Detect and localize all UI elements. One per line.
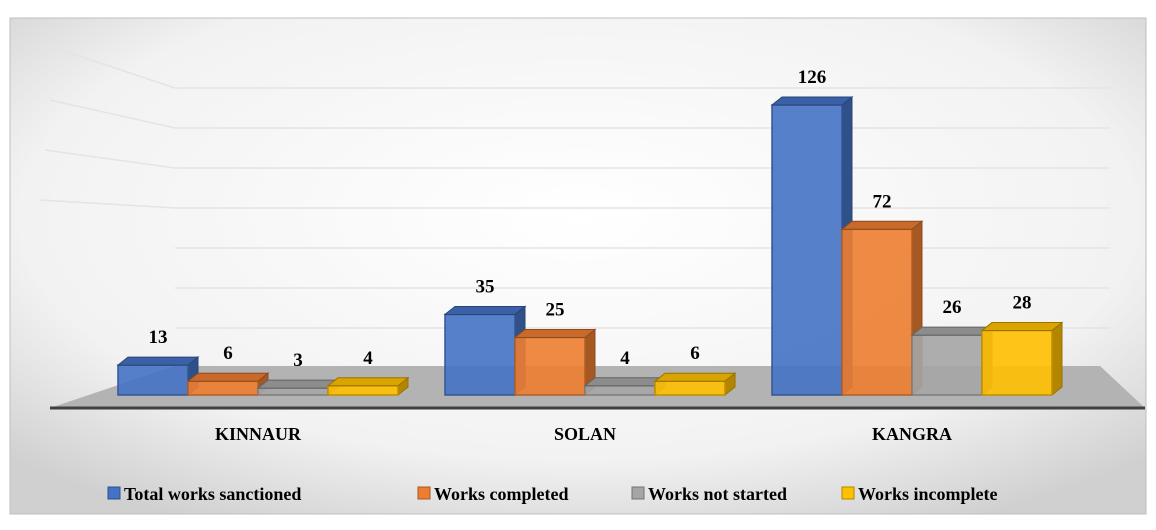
data-label: 3: [293, 350, 303, 371]
data-label: 35: [476, 276, 495, 297]
bar-top: [653, 372, 737, 382]
data-label: 72: [873, 191, 892, 212]
bar-side: [1051, 321, 1063, 397]
bar-top: [910, 326, 994, 336]
bar: [841, 228, 913, 396]
data-label: 126: [798, 67, 827, 88]
bar: [257, 387, 329, 396]
legend-swatch: [631, 486, 645, 500]
plot-background: [9, 17, 1147, 515]
bar: [654, 380, 726, 396]
x-tick-label: KANGRA: [872, 424, 952, 444]
grid: [39, 47, 1110, 329]
legend-label: Works not started: [648, 484, 787, 504]
legend-label: Works incomplete: [858, 484, 998, 504]
bar-top: [770, 96, 854, 106]
bar-top: [256, 379, 340, 389]
bar: [584, 385, 656, 396]
bar: [771, 104, 843, 396]
bar: [981, 329, 1053, 396]
data-label: 13: [149, 327, 168, 348]
legend-label: Total works sanctioned: [124, 484, 301, 504]
data-label: 6: [690, 343, 700, 364]
bar: [444, 313, 516, 396]
x-tick-label: KINNAUR: [215, 424, 302, 444]
data-label: 26: [943, 297, 962, 318]
x-tick-label: SOLAN: [554, 424, 616, 444]
legend-label: Works completed: [434, 484, 569, 504]
legend-swatch: [841, 486, 855, 500]
legend-swatch: [417, 486, 431, 500]
data-label: 4: [363, 348, 373, 369]
data-label: 28: [1013, 293, 1032, 314]
data-label: 6: [223, 343, 233, 364]
bar-top: [116, 356, 200, 366]
data-label: 25: [546, 299, 565, 320]
bar-top: [186, 372, 270, 382]
bar: [187, 380, 259, 396]
bar-top: [840, 220, 924, 230]
legend-swatch: [107, 486, 121, 500]
bar: [117, 364, 189, 396]
bar: [911, 334, 983, 396]
bar: [514, 336, 586, 396]
bar: [327, 385, 399, 396]
bar-top: [443, 305, 527, 315]
bar-top: [980, 322, 1064, 332]
bar-top: [513, 328, 597, 338]
bar-top: [583, 377, 667, 387]
data-label: 4: [620, 348, 630, 369]
bar-top: [326, 377, 410, 387]
